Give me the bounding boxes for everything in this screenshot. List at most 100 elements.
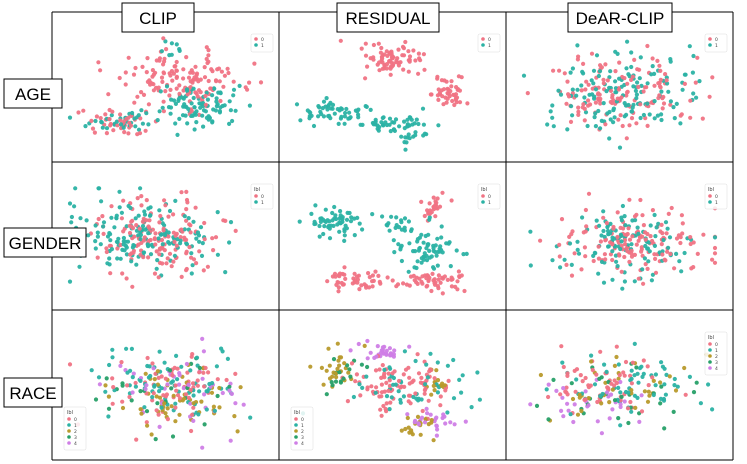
point-class-0 — [400, 44, 406, 50]
point-class-0 — [569, 273, 575, 278]
panels-layer: 010101lbl01lbl01lbl01lbl01234lbl01234lbl… — [63, 33, 728, 451]
point-class-0 — [688, 98, 693, 103]
point-class-1 — [381, 115, 386, 120]
point-class-0 — [146, 238, 151, 244]
point-class-1 — [191, 219, 196, 224]
point-class-1 — [674, 101, 679, 106]
point-class-0 — [160, 79, 165, 84]
point-class-0 — [614, 380, 620, 386]
point-class-1 — [185, 88, 190, 93]
point-class-0 — [658, 68, 663, 73]
point-class-1 — [132, 243, 137, 248]
point-class-0 — [638, 197, 643, 203]
point-class-1 — [399, 258, 404, 264]
point-class-1 — [107, 262, 112, 267]
point-class-1 — [445, 410, 450, 415]
point-class-1 — [207, 381, 212, 387]
point-class-0 — [161, 99, 166, 104]
point-class-0 — [170, 373, 175, 378]
point-class-4 — [181, 386, 186, 391]
point-class-0 — [377, 367, 382, 372]
point-class-0 — [98, 116, 103, 121]
point-class-1 — [583, 110, 589, 115]
point-class-1 — [640, 374, 645, 379]
point-class-0 — [603, 122, 608, 127]
point-class-0 — [379, 413, 384, 418]
point-class-0 — [680, 231, 685, 236]
point-class-1 — [411, 249, 416, 254]
legend-marker-2 — [67, 429, 71, 433]
point-class-2 — [171, 393, 176, 398]
point-class-1 — [319, 111, 324, 117]
point-class-1 — [356, 112, 361, 117]
point-class-1 — [129, 259, 134, 264]
point-class-0 — [601, 77, 606, 82]
point-class-0 — [625, 406, 631, 411]
point-class-0 — [203, 102, 208, 107]
point-class-1 — [421, 240, 426, 245]
point-class-2 — [646, 389, 651, 394]
point-class-0 — [558, 392, 563, 397]
point-class-0 — [700, 116, 705, 121]
point-class-1 — [659, 360, 664, 365]
point-class-0 — [695, 55, 700, 60]
point-class-1 — [627, 74, 632, 79]
point-class-0 — [379, 45, 384, 51]
legend-label-1: 1 — [488, 200, 491, 206]
point-class-1 — [652, 116, 657, 121]
point-class-4 — [448, 420, 453, 425]
legend-label-1: 1 — [488, 43, 491, 49]
point-class-0 — [386, 371, 391, 376]
point-class-0 — [584, 79, 589, 84]
point-class-1 — [387, 365, 392, 370]
point-class-4 — [229, 391, 234, 396]
point-class-3 — [129, 398, 134, 403]
legend-marker-4 — [294, 441, 298, 445]
point-class-1 — [140, 121, 145, 126]
point-class-1 — [683, 72, 688, 77]
point-class-1 — [312, 221, 317, 227]
point-class-1 — [169, 380, 174, 385]
point-class-1 — [146, 206, 151, 211]
point-class-0 — [617, 253, 622, 258]
point-class-0 — [453, 284, 458, 289]
point-class-1 — [169, 97, 174, 102]
point-class-1 — [427, 215, 432, 220]
point-class-1 — [364, 374, 369, 379]
point-class-0 — [429, 288, 434, 294]
point-class-1 — [297, 219, 302, 224]
point-class-1 — [340, 219, 345, 224]
point-class-0 — [664, 231, 669, 236]
point-class-1 — [342, 229, 347, 234]
point-class-0 — [90, 126, 96, 131]
point-class-1 — [214, 99, 219, 104]
point-class-0 — [638, 102, 643, 107]
point-class-0 — [125, 383, 130, 388]
legend-marker-0 — [67, 417, 71, 421]
point-class-0 — [115, 246, 120, 251]
point-class-2 — [442, 383, 447, 388]
point-class-0 — [164, 261, 169, 266]
point-class-1 — [357, 382, 362, 387]
point-class-4 — [428, 412, 433, 417]
point-class-0 — [408, 401, 413, 406]
point-class-1 — [110, 355, 115, 360]
point-class-0 — [664, 78, 669, 83]
point-class-0 — [433, 199, 438, 204]
point-class-0 — [194, 71, 200, 76]
point-class-1 — [355, 215, 360, 220]
point-class-4 — [228, 438, 233, 443]
point-class-2 — [162, 401, 167, 406]
point-class-1 — [387, 407, 392, 412]
point-class-0 — [641, 281, 646, 286]
point-class-2 — [362, 343, 367, 348]
point-class-0 — [363, 76, 368, 81]
point-class-0 — [367, 275, 372, 280]
point-class-0 — [377, 68, 382, 73]
point-class-4 — [374, 354, 379, 359]
point-class-2 — [645, 399, 651, 404]
point-class-2 — [199, 399, 204, 404]
point-class-0 — [174, 86, 179, 91]
